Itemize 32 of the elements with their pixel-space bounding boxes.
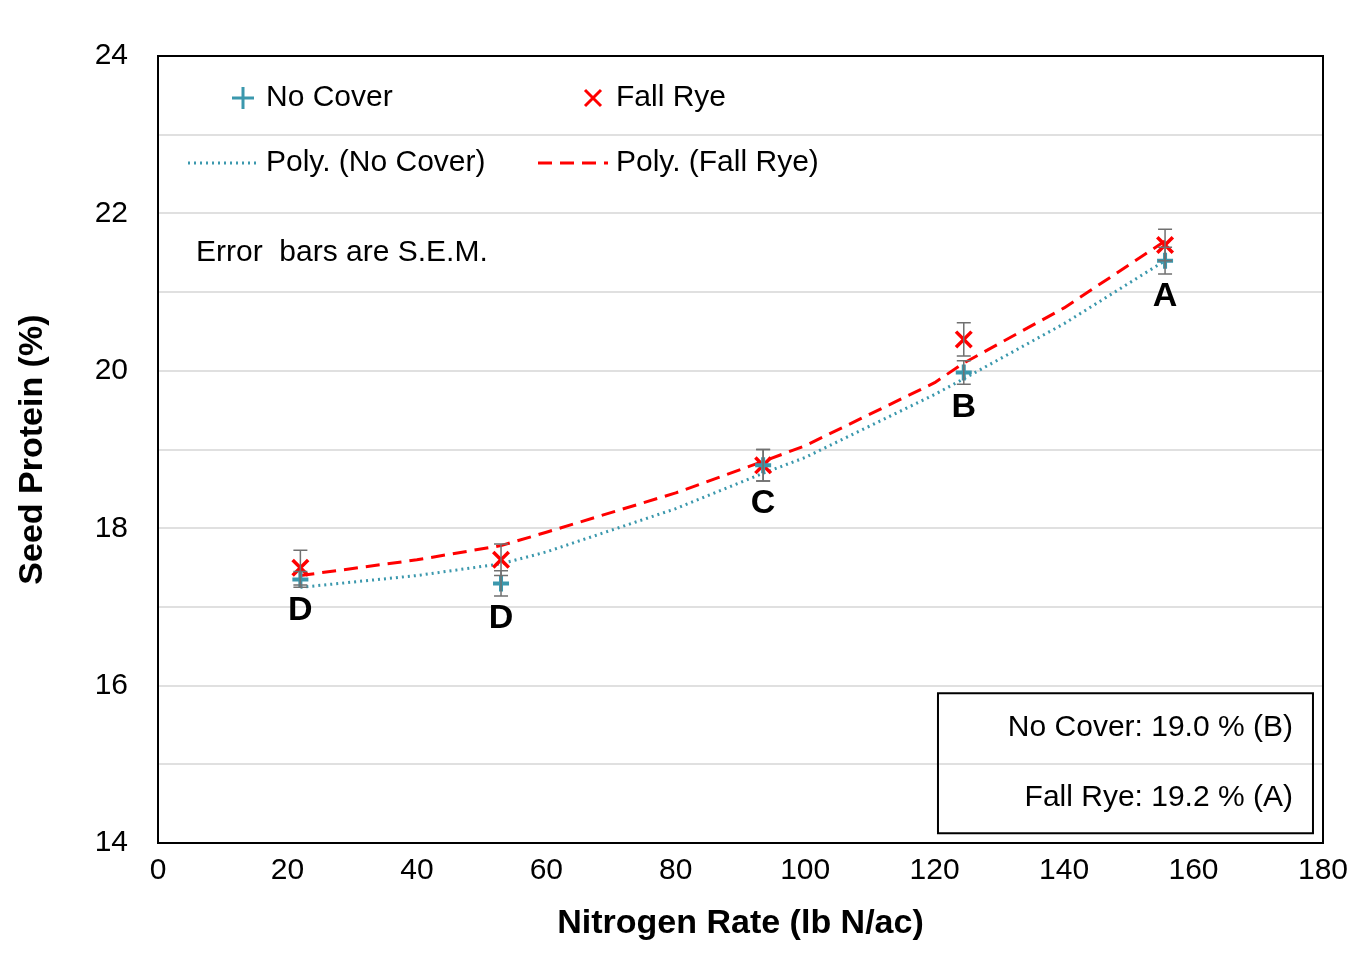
- y-tick-label: 22: [94, 194, 128, 228]
- annotation: D: [288, 588, 313, 627]
- annotation: No Cover: 19.0 % (B): [1007, 709, 1293, 743]
- y-tick-label: 20: [94, 352, 128, 386]
- x-tick-label: 60: [529, 852, 564, 886]
- point: [491, 550, 511, 570]
- legend-label: No Cover: [266, 79, 393, 113]
- annotation: C: [750, 482, 776, 521]
- y-axis-title: Seed Protein (%): [10, 314, 49, 585]
- annotation: D: [488, 597, 514, 636]
- annotation: B: [951, 385, 977, 424]
- annotation: Fall Rye: 19.2 % (A): [1024, 779, 1293, 813]
- point: [290, 558, 310, 578]
- x-tick-label: 180: [1297, 852, 1348, 886]
- y-tick-label: 24: [94, 37, 128, 71]
- x-axis-title: Nitrogen Rate (lb N/ac): [557, 901, 924, 940]
- legend-label: Fall Rye: [616, 79, 727, 113]
- legend-label: Poly. (Fall Rye): [616, 144, 819, 178]
- annotation: A: [1152, 275, 1178, 314]
- legend-label: Poly. (No Cover): [266, 144, 486, 178]
- x-tick-label: 20: [270, 852, 305, 886]
- y-tick-label: 14: [94, 824, 128, 858]
- x-tick-label: 140: [1039, 852, 1090, 886]
- x-tick-label: 40: [400, 852, 434, 886]
- annotation: Error bars are S.E.M.: [196, 234, 488, 268]
- x-tick-label: 120: [909, 852, 960, 886]
- x-tick-label: 160: [1168, 852, 1219, 886]
- x-tick-label: 100: [780, 852, 831, 886]
- x-tick-label: 0: [149, 852, 167, 886]
- x-tick-label: 80: [659, 852, 693, 886]
- y-tick-label: 18: [94, 509, 128, 543]
- y-tick-label: 16: [94, 667, 128, 701]
